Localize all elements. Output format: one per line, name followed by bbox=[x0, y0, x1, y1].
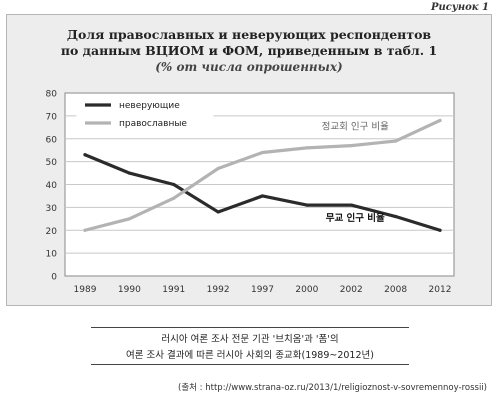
caption-box: 러시아 여론 조사 전문 기관 '브치옴'과 '폼'의 여론 조사 결과에 따른… bbox=[91, 327, 409, 365]
data-point bbox=[83, 153, 87, 157]
chart-panel: Доля православных и неверующих респонден… bbox=[6, 14, 492, 306]
legend-box bbox=[76, 96, 214, 136]
data-point bbox=[438, 118, 442, 123]
data-point bbox=[349, 203, 353, 207]
x-tick-label: 2002 bbox=[340, 285, 363, 295]
y-tick-label: 80 bbox=[46, 90, 58, 100]
y-tick-label: 30 bbox=[46, 204, 58, 214]
figure-label: Рисунок 1 bbox=[430, 2, 489, 13]
data-point bbox=[127, 217, 131, 221]
data-point bbox=[216, 166, 220, 171]
annotation-label: 무교 인구 비율 bbox=[326, 212, 385, 224]
y-tick-label: 40 bbox=[46, 181, 58, 191]
x-tick-label: 1997 bbox=[251, 285, 274, 295]
y-tick-label: 0 bbox=[51, 273, 57, 283]
source-note: (출처 : http://www.strana-oz.ru/2013/1/rel… bbox=[178, 383, 487, 393]
x-tick-label: 1992 bbox=[207, 285, 230, 295]
data-point bbox=[394, 214, 398, 219]
chart-title-line2: по данным ВЦИОМ и ФОМ, приведенным в таб… bbox=[60, 43, 438, 58]
x-tick-label: 2000 bbox=[295, 285, 318, 295]
data-point bbox=[305, 203, 309, 207]
x-tick-label: 1990 bbox=[118, 285, 141, 295]
data-point bbox=[349, 144, 353, 148]
legend-label: неверующие bbox=[119, 101, 180, 111]
caption-line1: 러시아 여론 조사 전문 기관 '브치옴'과 '폼'의 bbox=[161, 334, 339, 345]
y-tick-label: 60 bbox=[46, 135, 58, 145]
annotation-label: 정교회 인구 비율 bbox=[322, 122, 389, 133]
x-tick-label: 2012 bbox=[429, 285, 452, 295]
data-point bbox=[260, 194, 265, 198]
y-tick-label: 70 bbox=[46, 112, 58, 122]
chart-subtitle: (% от числа опрошенных) bbox=[155, 60, 343, 74]
data-point bbox=[305, 146, 309, 150]
data-point bbox=[438, 228, 442, 232]
y-tick-label: 10 bbox=[46, 250, 58, 260]
data-point bbox=[260, 150, 265, 155]
line-chart: 0 10 20 30 40 50 60 70 80 1989 1990 1991 1992 1997 200… bbox=[46, 90, 455, 295]
data-point bbox=[216, 210, 220, 214]
x-tick-label: 1991 bbox=[162, 285, 185, 295]
y-tick-label: 20 bbox=[46, 227, 58, 237]
legend-label: православные bbox=[119, 119, 187, 129]
data-point bbox=[394, 139, 398, 143]
x-tick-label: 1989 bbox=[74, 285, 97, 295]
data-point bbox=[172, 196, 176, 200]
y-tick-label: 50 bbox=[46, 158, 58, 168]
data-point bbox=[172, 182, 176, 187]
x-tick-label: 2008 bbox=[384, 285, 407, 295]
data-point bbox=[83, 228, 87, 232]
data-point bbox=[127, 171, 131, 175]
chart-title-line1: Доля православных и неверующих респонден… bbox=[66, 27, 432, 42]
caption-line2: 여론 조사 결과에 따른 러시아 사회의 종교화(1989~2012년) bbox=[126, 350, 374, 361]
